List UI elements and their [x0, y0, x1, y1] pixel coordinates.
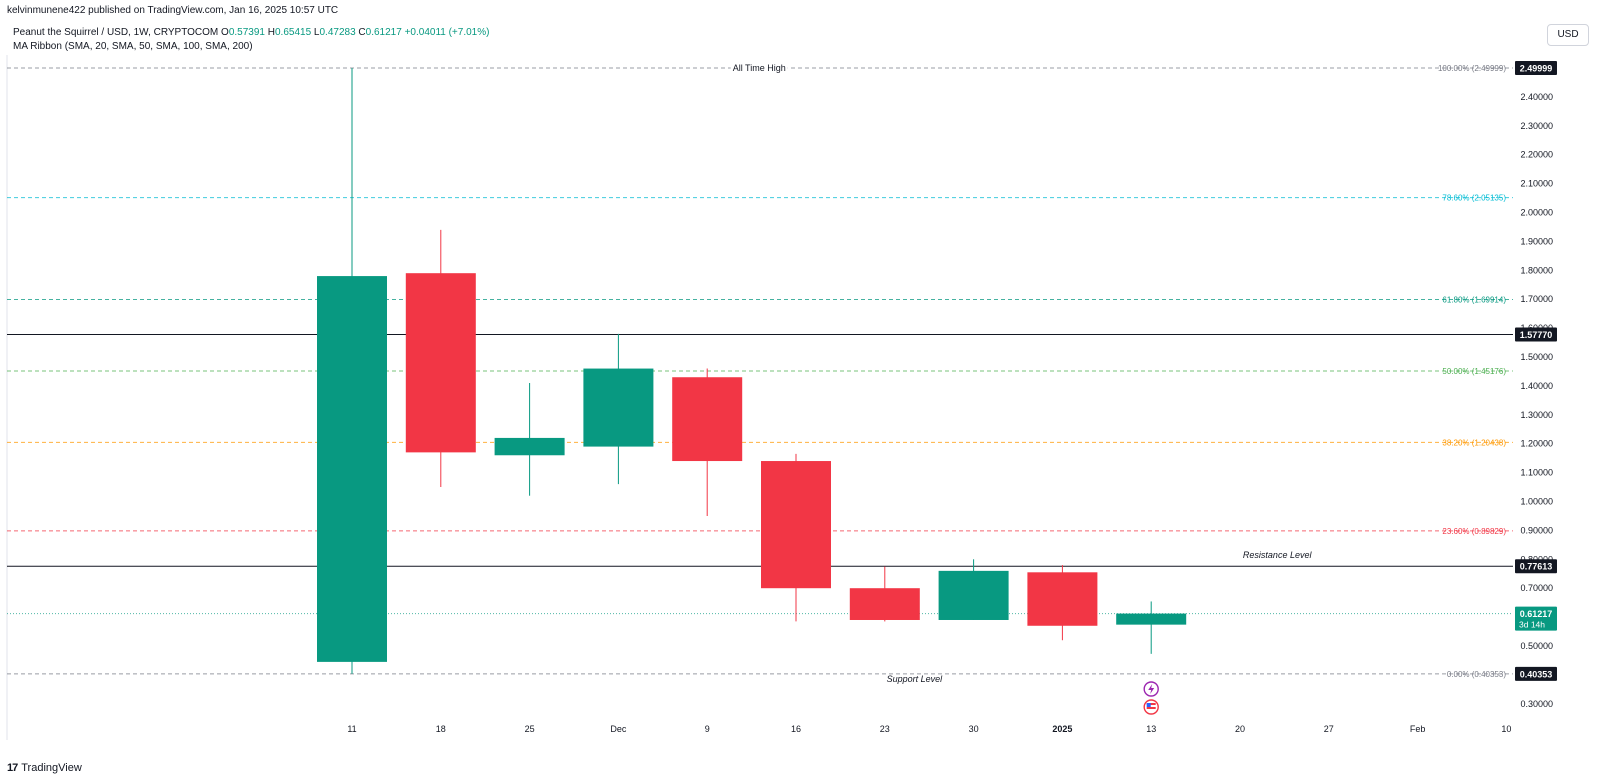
x-axis-tick-label: 11 — [347, 724, 356, 734]
candle-body[interactable] — [672, 377, 743, 462]
ohlc-label-c: C — [355, 27, 366, 38]
annotation-label[interactable]: All Time High — [733, 63, 786, 73]
y-axis-tick-label: 0.50000 — [1520, 641, 1553, 651]
y-axis-tick-label: 1.00000 — [1520, 497, 1553, 507]
price-chart[interactable]: 100.00% (2.49999) 78.60% (2.05135) 61.80% … — [0, 0, 1600, 762]
ohlc-values: O0.57391 H0.65415 L0.47283 C0.61217 — [221, 27, 405, 38]
symbol-name: Peanut the Squirrel / USD, 1W, CRYPTOCOM — [13, 27, 219, 38]
tradingview-logo-icon: 17 — [7, 762, 18, 774]
x-axis-tick-label: 18 — [436, 724, 446, 734]
candle-body[interactable] — [1027, 572, 1098, 626]
indicator-legend[interactable]: MA Ribbon (SMA, 20, SMA, 50, SMA, 100, S… — [13, 41, 253, 52]
price-badge-bg — [1515, 61, 1557, 76]
y-axis-tick-label: 2.20000 — [1520, 150, 1553, 160]
bar-countdown: 3d 14h — [1519, 620, 1545, 630]
y-axis-tick-label: 1.10000 — [1520, 468, 1553, 478]
y-axis-tick-label: 2.10000 — [1520, 179, 1553, 189]
price-badge: 0.40353 — [1520, 669, 1553, 679]
x-axis-tick-label: 10 — [1501, 724, 1511, 734]
current-price-badge: 0.61217 — [1520, 609, 1553, 619]
y-axis-tick-label: 0.30000 — [1520, 699, 1553, 709]
y-axis-tick-label: 1.70000 — [1520, 294, 1553, 304]
y-axis-tick-label: 1.50000 — [1520, 352, 1553, 362]
candle-body[interactable] — [1116, 613, 1187, 625]
x-axis-tick-label: Dec — [610, 724, 627, 734]
fib-level-label: 0.00% (0.40353) — [1447, 670, 1506, 679]
y-axis-tick-label: 0.70000 — [1520, 583, 1553, 593]
annotation-bg — [730, 63, 788, 74]
candle-body[interactable] — [849, 588, 920, 620]
published-by-line: kelvinmunene422 published on TradingView… — [7, 5, 339, 16]
x-axis-tick-label: 2025 — [1052, 724, 1072, 734]
fib-level-label: 38.20% (1.20438) — [1442, 438, 1506, 447]
candle-body[interactable] — [405, 273, 476, 453]
x-axis-tick-label: 16 — [791, 724, 801, 734]
y-axis-tick-label: 1.40000 — [1520, 381, 1553, 391]
candle-body[interactable] — [761, 461, 831, 589]
ohlc-label-l: L — [311, 27, 320, 38]
fib-level-label: 61.80% (1.69914) — [1442, 295, 1506, 304]
brand-name: TradingView — [21, 762, 82, 774]
fib-level-label: 100.00% (2.49999) — [1438, 64, 1506, 73]
y-axis-tick-label: 1.20000 — [1520, 439, 1553, 449]
price-change: +0.04011 (+7.01%) — [404, 27, 490, 38]
x-axis-tick-label: Feb — [1410, 724, 1426, 734]
ohlc-value-l: 0.47283 — [319, 27, 356, 38]
ohlc-label-o: O — [221, 27, 229, 38]
x-axis-tick-label: 27 — [1324, 724, 1334, 734]
currency-button[interactable]: USD — [1547, 24, 1589, 46]
candle-body[interactable] — [494, 437, 565, 456]
y-axis-tick-label: 1.80000 — [1520, 265, 1553, 275]
candle-body[interactable] — [938, 570, 1009, 620]
fib-level-label: 50.00% (1.45176) — [1442, 367, 1506, 376]
ohlc-value-c: 0.61217 — [365, 27, 402, 38]
lightning-event-icon[interactable] — [1143, 681, 1159, 697]
symbol-legend: Peanut the Squirrel / USD, 1W, CRYPTOCOM… — [13, 27, 489, 38]
x-axis-tick-label: 23 — [880, 724, 890, 734]
x-axis-tick-label: 30 — [969, 724, 979, 734]
candle-body[interactable] — [583, 368, 654, 447]
current-price-badge-bg — [1515, 606, 1557, 631]
fib-level-label: 78.60% (2.05135) — [1442, 194, 1506, 203]
ohlc-value-o: 0.57391 — [228, 27, 265, 38]
ohlc-label-h: H — [264, 27, 275, 38]
price-badge-bg — [1515, 666, 1557, 681]
y-axis-tick-label: 2.40000 — [1520, 92, 1553, 102]
level-price-badge: 0.77613 — [1520, 562, 1553, 572]
x-axis-tick-label: 20 — [1235, 724, 1245, 734]
us-flag-event-icon[interactable] — [1143, 699, 1159, 715]
level-price-badge: 1.57770 — [1520, 330, 1553, 340]
y-axis-tick-label: 0.90000 — [1520, 525, 1553, 535]
x-axis-tick-label: 25 — [525, 724, 535, 734]
candle-body[interactable] — [317, 276, 387, 662]
x-axis-tick-label: 9 — [705, 724, 710, 734]
y-axis-tick-label: 2.30000 — [1520, 121, 1553, 131]
y-axis-tick-label: 1.90000 — [1520, 236, 1553, 246]
y-axis-tick-label: 1.30000 — [1520, 410, 1553, 420]
annotation-label[interactable]: Resistance Level — [1243, 550, 1313, 560]
tradingview-brand[interactable]: 17 TradingView — [7, 762, 82, 774]
ohlc-value-h: 0.65415 — [274, 27, 312, 38]
x-axis-tick-label: 13 — [1146, 724, 1156, 734]
y-axis-tick-label: 2.00000 — [1520, 208, 1553, 218]
fib-level-label: 23.60% (0.89829) — [1442, 527, 1506, 536]
price-badge: 2.49999 — [1520, 64, 1553, 74]
annotation-label[interactable]: Support Level — [887, 674, 944, 684]
level-price-badge-bg — [1515, 559, 1557, 574]
level-price-badge-bg — [1515, 327, 1557, 342]
